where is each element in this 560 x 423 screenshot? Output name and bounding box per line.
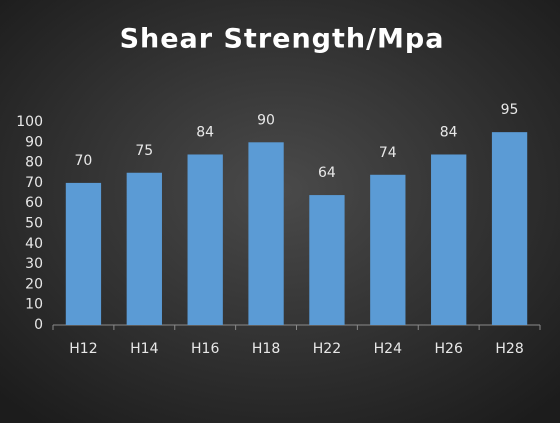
bar <box>248 142 284 325</box>
data-label: 95 <box>501 102 519 118</box>
x-tick-label: H12 <box>69 341 97 357</box>
y-tick-label: 20 <box>25 276 43 292</box>
data-label: 90 <box>257 112 275 128</box>
bar <box>65 182 102 325</box>
bar <box>187 154 223 325</box>
bar <box>370 174 406 325</box>
x-tick-label: H26 <box>435 341 463 357</box>
bar <box>491 132 528 325</box>
x-tick-label: H28 <box>495 341 523 357</box>
data-label: 75 <box>135 143 153 159</box>
x-tick-label: H16 <box>191 341 219 357</box>
data-label: 74 <box>379 145 397 161</box>
x-tick-label: H18 <box>252 341 280 357</box>
y-tick-label: 100 <box>16 114 43 130</box>
y-tick-label: 0 <box>34 317 43 333</box>
data-label: 70 <box>75 153 93 169</box>
y-tick-label: 10 <box>25 297 43 313</box>
bar <box>126 172 162 325</box>
bar <box>309 195 345 325</box>
bar <box>431 154 467 325</box>
y-tick-label: 60 <box>25 195 43 211</box>
x-tick-label: H22 <box>313 341 341 357</box>
y-tick-label: 80 <box>25 155 43 171</box>
y-tick-label: 50 <box>25 216 43 232</box>
x-tick-label: H14 <box>130 341 158 357</box>
x-tick-label: H24 <box>374 341 402 357</box>
data-label: 84 <box>440 124 458 140</box>
y-tick-label: 70 <box>25 175 43 191</box>
data-label: 64 <box>318 165 336 181</box>
y-tick-label: 40 <box>25 236 43 252</box>
y-tick-label: 30 <box>25 256 43 272</box>
chart-title: Shear Strength/Mpa <box>120 24 445 55</box>
data-label: 84 <box>196 124 214 140</box>
y-tick-label: 90 <box>25 134 43 150</box>
